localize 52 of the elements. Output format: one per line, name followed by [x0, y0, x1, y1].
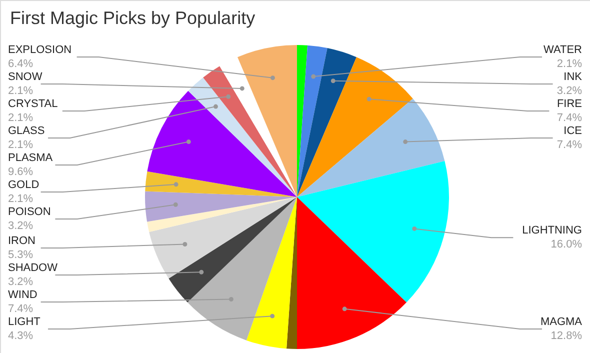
pie-slice [149, 197, 297, 278]
slice-label: CRYSTAL [8, 98, 58, 110]
slice-label: MAGMA [540, 316, 583, 328]
pie-slice [238, 45, 297, 197]
pie-slice [147, 90, 297, 197]
pie-slice [297, 161, 449, 302]
slice-label: FIRE [556, 98, 582, 110]
slice-label: INK [564, 71, 583, 83]
pie-slice [297, 57, 413, 197]
slice-label: WATER [544, 44, 582, 56]
slice-label: SHADOW [8, 262, 58, 274]
data-label: 5.3% [8, 249, 34, 261]
slice-label: SNOW [8, 71, 43, 83]
pie-slice [297, 45, 328, 197]
pie-slice [297, 197, 406, 349]
pie-slice [246, 197, 297, 349]
data-label: 2.1% [8, 85, 34, 97]
slice-label: IRON [8, 235, 36, 247]
pie-slice [188, 197, 297, 340]
data-label: 3.2% [8, 220, 34, 232]
slice-label: GOLD [8, 179, 40, 191]
slice-label: ICE [564, 125, 582, 137]
pie-slice [297, 98, 445, 197]
pie-slice [145, 171, 297, 197]
data-label: 16.0% [550, 238, 582, 251]
data-label: 7.4% [556, 112, 582, 124]
pie-slice [168, 197, 297, 302]
slice-label: WIND [8, 289, 38, 301]
pie-slice [147, 197, 297, 232]
slice-label: LIGHT [8, 316, 41, 328]
slice-label: PLASMA [8, 152, 54, 164]
data-label: 2.1% [8, 112, 34, 124]
data-label: 2.1% [8, 139, 34, 151]
chart-title: First Magic Picks by Popularity [10, 8, 256, 28]
data-label: 7.4% [8, 303, 34, 315]
data-label: 3.2% [8, 276, 34, 288]
pie-slice [203, 66, 297, 197]
data-label: 4.3% [8, 330, 34, 342]
data-label: 2.1% [556, 58, 582, 70]
slice-label: EXPLOSION [8, 44, 72, 56]
slice-label: LIGHTNING [522, 224, 582, 237]
pie-slice [297, 48, 356, 197]
data-label: 12.8% [550, 330, 582, 342]
slice-label: GLASS [8, 125, 45, 137]
pie-slice [188, 77, 297, 197]
data-label: 2.1% [8, 193, 34, 205]
data-label: 9.6% [8, 166, 34, 178]
slice-label: POISON [8, 206, 51, 218]
data-label: 3.2% [556, 85, 582, 97]
pie-slice [145, 191, 297, 222]
data-label: 7.4% [556, 139, 582, 151]
data-label: 6.4% [8, 58, 34, 70]
